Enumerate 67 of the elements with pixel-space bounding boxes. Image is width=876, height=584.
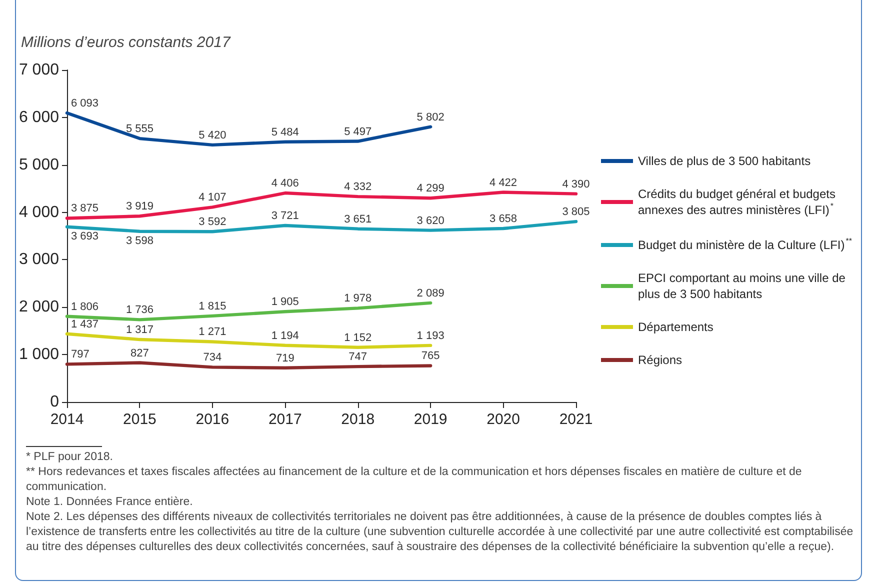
data-label: 1 905 [271, 296, 299, 308]
data-label: 1 194 [271, 330, 299, 342]
data-label: 1 978 [344, 292, 372, 305]
text: Crédits du budget général et budgets annexes des autres ministères (LFI)* [638, 187, 836, 217]
data-label: 3 658 [490, 213, 518, 226]
data-label: 1 437 [71, 318, 99, 330]
data-label: 5 555 [126, 123, 154, 136]
data-label: 747 [348, 351, 368, 364]
legend-label: Villes de plus de 3 500 habitants [638, 154, 811, 168]
y-tick-label: 0 [50, 394, 60, 410]
data-label: 765 [421, 350, 440, 362]
data-label: 1 271 [198, 326, 226, 338]
x-tick-label: 2019 [414, 411, 448, 428]
x-tick-label: 2020 [486, 411, 520, 428]
y-tick-label: 6 000 [18, 108, 60, 126]
y-tick-label: 1 000 [18, 346, 60, 364]
data-label: 1 806 [71, 300, 99, 313]
data-label: 3 721 [271, 210, 299, 222]
data-label: 5 484 [271, 126, 299, 138]
data-label: 3 598 [126, 234, 154, 247]
data-label: 797 [71, 348, 90, 361]
x-tick-label: 2015 [123, 411, 156, 428]
y-tick-label: 4 000 [18, 204, 60, 221]
data-label: 1 152 [344, 332, 372, 344]
text: Note 2. Les dépenses des différents niveaux de collectivités territoriales ne doivent pas être additionnées, à cause de la présence de doubles comptes liés à l’existence de transferts entre les collectivités au titre de la culture (une subvention culturelle accordée à une collectivité par une autre collectivité est comptabilisée au titre des dépenses culturelles des deux collectivités concernées, sauf à soustraire des dépenses de la collectivité bénéficiaire la subvention qu’elle a reçue). [26, 510, 854, 555]
data-label: 1 815 [198, 300, 226, 312]
text: EPCI comportant au moins une ville de plus de 3 500 habitants [638, 271, 846, 301]
data-label: 3 620 [416, 214, 444, 227]
data-label: 5 802 [416, 111, 444, 124]
data-label: 4 406 [271, 178, 299, 190]
x-tick-label: 2021 [559, 411, 593, 428]
legend-label: Départements [638, 320, 714, 334]
data-label: 4 390 [562, 178, 590, 190]
data-label: 734 [203, 352, 222, 364]
data-label: 827 [130, 347, 149, 360]
data-label: 4 107 [198, 192, 226, 204]
data-label: 4 422 [490, 176, 518, 189]
data-label: 3 592 [198, 216, 226, 228]
data-label: 5 497 [344, 126, 372, 138]
legend-label: Régions [638, 353, 682, 367]
data-label: 1 193 [416, 330, 444, 342]
data-label: 3 651 [344, 213, 372, 226]
text: Note 1. Données France entière. [26, 495, 194, 510]
data-label: 6 093 [71, 98, 99, 110]
y-axis-title: Millions d’euros constants 2017 [21, 34, 231, 51]
y-tick-label: 2 000 [18, 298, 60, 316]
legend-label: Budget du ministère de la Culture (LFI)** [638, 236, 852, 252]
data-label: 1 736 [126, 304, 154, 316]
text: * PLF pour 2018. [26, 450, 114, 465]
data-label: 4 332 [344, 181, 372, 194]
x-tick-label: 2016 [196, 411, 230, 428]
x-tick-label: 2014 [50, 411, 84, 428]
data-label: 3 693 [71, 230, 99, 242]
data-label: 3 805 [562, 206, 590, 218]
y-tick-label: 7 000 [18, 62, 60, 78]
data-label: 2 089 [416, 287, 444, 300]
data-label: 4 299 [416, 182, 444, 195]
x-tick-label: 2017 [268, 411, 302, 428]
y-tick-label: 5 000 [18, 156, 60, 174]
data-label: 1 317 [126, 324, 154, 336]
data-label: 719 [276, 352, 294, 364]
x-tick-label: 2018 [341, 411, 375, 428]
data-label: 3 875 [71, 202, 99, 215]
data-label: 3 919 [126, 200, 154, 213]
data-label: 5 420 [198, 129, 226, 142]
y-tick-label: 3 000 [18, 251, 60, 268]
text: ** Hors redevances et taxes fiscales affectées au financement de la culture et de la communication et hors dépenses fiscales en matière de culture et de communication. [26, 465, 803, 495]
